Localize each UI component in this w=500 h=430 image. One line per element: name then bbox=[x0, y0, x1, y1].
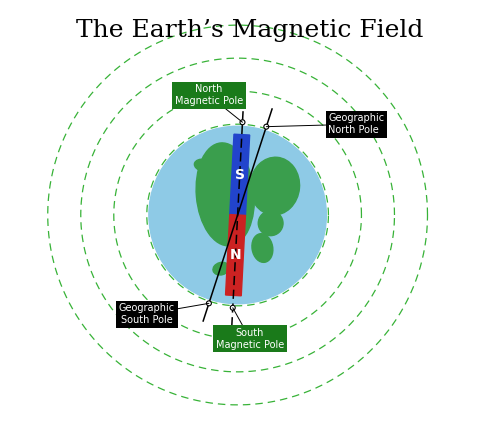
Circle shape bbox=[206, 301, 212, 306]
Ellipse shape bbox=[213, 262, 229, 275]
Text: S: S bbox=[234, 168, 244, 182]
Text: North
Magnetic Pole: North Magnetic Pole bbox=[174, 84, 243, 122]
Circle shape bbox=[149, 126, 326, 304]
Ellipse shape bbox=[252, 233, 273, 262]
Ellipse shape bbox=[250, 157, 300, 215]
Polygon shape bbox=[226, 215, 246, 296]
Text: South
Magnetic Pole: South Magnetic Pole bbox=[216, 308, 284, 350]
Circle shape bbox=[230, 305, 235, 310]
Text: The Earth’s Magnetic Field: The Earth’s Magnetic Field bbox=[76, 19, 424, 42]
Text: Geographic
South Pole: Geographic South Pole bbox=[118, 303, 209, 325]
Ellipse shape bbox=[258, 211, 283, 236]
Polygon shape bbox=[230, 134, 250, 215]
Circle shape bbox=[264, 124, 269, 129]
Ellipse shape bbox=[196, 143, 254, 246]
Circle shape bbox=[240, 120, 245, 125]
Text: N: N bbox=[230, 248, 241, 262]
Ellipse shape bbox=[194, 159, 215, 172]
Text: Geographic
North Pole: Geographic North Pole bbox=[266, 114, 384, 135]
